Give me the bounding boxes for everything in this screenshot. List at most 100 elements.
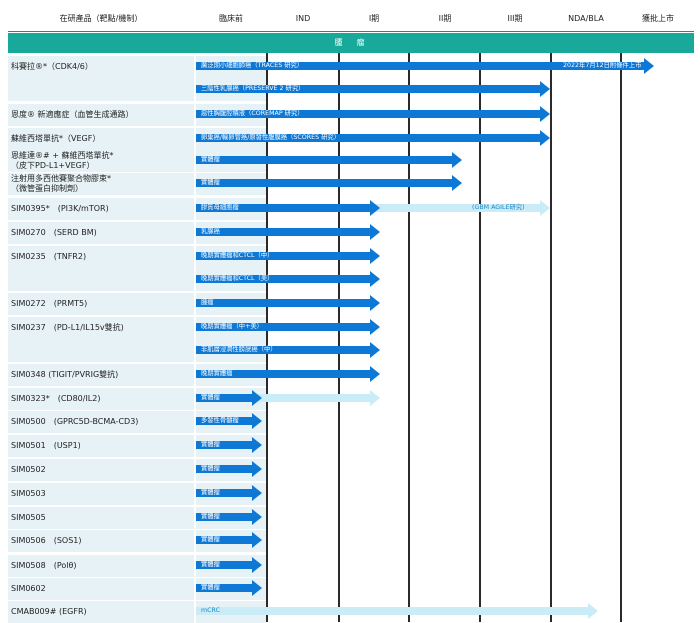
- program-arrow-shape: [196, 248, 380, 264]
- header-phase-1: I期: [368, 14, 380, 23]
- product-name-line: SIM0272 (PRMT5): [11, 299, 88, 308]
- program-arrow-shape: [196, 224, 380, 240]
- product-name-line: SIM0501 (USP1): [11, 441, 81, 450]
- program-indication: 實體瘤: [201, 561, 220, 568]
- program-arrow-shape: [196, 152, 462, 168]
- program-arrow-shape: [196, 366, 380, 382]
- product-row-band: [8, 578, 194, 600]
- program-arrow: 晚期實體瘤: [196, 366, 380, 382]
- program-indication: 多發性骨髓瘤: [201, 417, 239, 424]
- product-name-line: SIM0500 (GPRC5D-BCMA-CD3): [11, 417, 139, 426]
- header-nda-bla: NDA/BLA: [568, 14, 604, 23]
- product-name: SIM0237 (PD-L1/IL15v雙抗): [11, 323, 193, 333]
- program-arrow: 實體瘤: [196, 152, 462, 168]
- program-arrow-shape: [196, 175, 462, 191]
- product-row-band: [8, 530, 194, 552]
- program-arrow: mCRC: [196, 603, 598, 619]
- product-name-line: SIM0503: [11, 489, 46, 498]
- stage-gridline: [338, 53, 340, 622]
- program-indication: 實體瘤: [201, 394, 220, 401]
- product-row-band: [8, 364, 194, 386]
- product-row-band: [8, 317, 194, 362]
- product-name: SIM0348 (TIGIT/PVRIG雙抗): [11, 370, 193, 380]
- program-indication: 實體瘤: [201, 441, 220, 448]
- product-name-line: SIM0237 (PD-L1/IL15v雙抗): [11, 323, 124, 332]
- program-arrow-shape: [196, 342, 380, 358]
- product-name-line: 恩度® 新適應症（血管生成通路）: [11, 110, 134, 119]
- stage-gridline: [479, 53, 481, 622]
- header-product: 在研產品（靶點/機制）: [59, 14, 143, 23]
- program-arrow: 實體瘤: [196, 485, 262, 501]
- product-name: SIM0395* (PI3K/mTOR): [11, 204, 193, 214]
- program-indication: 惡性胸腹腔積液（COREMAP 研究）: [201, 110, 304, 117]
- program-indication: 卵巢癌/輸卵管癌/原發性腹膜癌（SCORES 研究）: [201, 134, 340, 141]
- product-row-band: [8, 56, 194, 101]
- product-name: 注射用多西他賽聚合物膠束* （微管蛋白抑制劑）: [11, 174, 193, 194]
- program-indication: 乳腺癌: [201, 228, 220, 235]
- program-arrow-shape: [196, 106, 550, 122]
- product-row-band: [8, 483, 194, 505]
- program-arrow: 實體瘤: [196, 509, 262, 525]
- product-name: SIM0501 (USP1): [11, 441, 193, 451]
- product-name: 科賽拉®*（CDK4/6）: [11, 62, 193, 72]
- header-ind: IND: [295, 14, 311, 23]
- product-name-line: SIM0505: [11, 513, 46, 522]
- program-arrow: 多發性骨髓瘤: [196, 413, 262, 429]
- program-arrow-shape: [196, 603, 598, 619]
- program-extension-arrow: [370, 200, 550, 216]
- program-indication: 晚期實體瘤: [201, 370, 233, 377]
- product-name: SIM0508 (Polθ): [11, 561, 193, 571]
- product-row-band: [8, 459, 194, 481]
- product-name: SIM0506 (SOS1): [11, 536, 193, 546]
- program-arrow: 晚期實體瘤（中+美）: [196, 319, 380, 335]
- program-indication: 實體瘤: [201, 465, 220, 472]
- product-row-band: [8, 507, 194, 529]
- program-arrow-shape: [196, 532, 262, 548]
- program-arrow: 廣泛期小細胞肺癌（TRACES 研究）: [196, 58, 654, 74]
- program-arrow: 乳腺癌: [196, 224, 380, 240]
- product-name: SIM0500 (GPRC5D-BCMA-CD3): [11, 417, 193, 427]
- product-row-band: [8, 435, 194, 457]
- header-preclinical: 臨床前: [219, 14, 243, 23]
- product-name: SIM0270 (SERD BM): [11, 228, 193, 238]
- stage-gridline: [266, 53, 268, 622]
- program-arrow: 實體瘤: [196, 557, 262, 573]
- program-arrow-shape: [196, 130, 550, 146]
- program-arrow-shape: [196, 200, 380, 216]
- product-row-band: [8, 293, 194, 315]
- program-arrow: 非肌層浸潤性膀胱癌（中）: [196, 342, 380, 358]
- product-row-band: [8, 173, 194, 195]
- product-name: 恩度® 新適應症（血管生成通路）: [11, 110, 193, 120]
- section-oncology: 腫 瘤: [8, 33, 694, 53]
- program-arrow: 實體瘤: [196, 532, 262, 548]
- stage-gridline: [550, 53, 552, 622]
- program-indication: 三陰性乳腺癌（PRESERVE 2 研究）: [201, 85, 305, 92]
- product-name-line: 恩維達®# + 蘇維西塔單抗*: [11, 151, 114, 160]
- product-row-band: [8, 601, 194, 623]
- program-extension-arrow-shape: [370, 200, 550, 216]
- program-arrow-shape: [196, 557, 262, 573]
- program-arrow-shape: [196, 295, 380, 311]
- product-row-band: [8, 246, 194, 291]
- header-phase-2: II期: [438, 14, 452, 23]
- program-arrow: 晚期實體瘤和CTCL（美）: [196, 271, 380, 287]
- program-arrow: 卵巢癌/輸卵管癌/原發性腹膜癌（SCORES 研究）: [196, 130, 550, 146]
- product-row-band: [8, 150, 194, 172]
- program-extension-arrow-shape: [252, 390, 380, 406]
- program-arrow-shape: [196, 509, 262, 525]
- product-name-line: SIM0502: [11, 465, 46, 474]
- program-indication: 實體瘤: [201, 536, 220, 543]
- program-arrow-shape: [196, 580, 262, 596]
- program-indication: 實體瘤: [201, 584, 220, 591]
- product-name-line: SIM0235 (TNFR2): [11, 252, 87, 261]
- program-extension-arrow: [252, 390, 380, 406]
- product-name-line: 蘇維西塔單抗*（VEGF）: [11, 134, 101, 143]
- product-row-band: [8, 198, 194, 220]
- program-indication: 膠質母細胞瘤: [201, 204, 239, 211]
- program-arrow: 膠質母細胞瘤: [196, 200, 380, 216]
- program-note: 2022年7月12日附條件上市: [563, 62, 642, 69]
- product-name: 蘇維西塔單抗*（VEGF）: [11, 134, 193, 144]
- program-indication: 實體瘤: [201, 513, 220, 520]
- program-arrow-shape: [196, 319, 380, 335]
